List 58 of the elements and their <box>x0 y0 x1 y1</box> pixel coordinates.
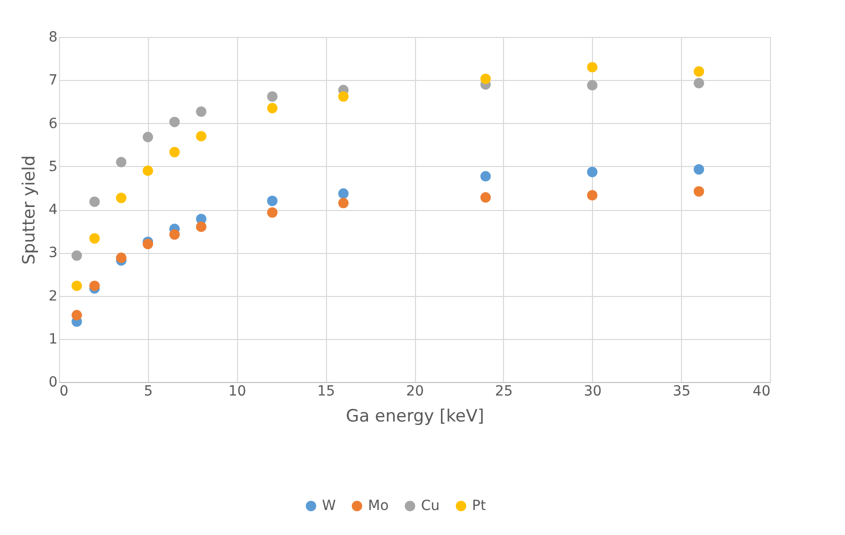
x-tick-label: 25 <box>494 384 513 400</box>
y-axis-title: Sputter yield <box>20 155 40 265</box>
legend-label: W <box>322 498 336 514</box>
x-tick-label: 20 <box>406 384 424 400</box>
point <box>142 165 154 176</box>
point <box>338 91 349 102</box>
point <box>72 310 82 320</box>
point <box>694 66 704 77</box>
point <box>267 207 278 218</box>
point <box>587 62 598 72</box>
point <box>694 186 704 197</box>
point <box>116 192 126 204</box>
x-tick-label: 35 <box>672 384 691 400</box>
point <box>587 80 598 91</box>
legend-label: Pt <box>472 498 486 514</box>
y-tick-label: 6 <box>48 116 58 132</box>
point <box>267 196 278 206</box>
y-tick-label: 7 <box>48 72 58 89</box>
point <box>169 116 180 128</box>
x-tick-label: 5 <box>144 384 153 400</box>
legend-label: Cu <box>421 498 440 514</box>
point <box>338 198 349 208</box>
x-tick-label: 40 <box>752 384 770 400</box>
y-tick-label: 2 <box>48 288 58 304</box>
point <box>480 74 491 84</box>
point <box>116 252 126 264</box>
x-tick-label: 10 <box>228 384 246 400</box>
point <box>338 188 349 199</box>
point <box>480 192 491 203</box>
point <box>267 102 278 114</box>
y-tick-label: 5 <box>48 158 58 175</box>
point <box>142 132 154 142</box>
point <box>587 190 598 200</box>
point <box>116 156 126 168</box>
y-tick-label: 1 <box>48 331 58 348</box>
x-axis-title: Ga energy [keV] <box>346 406 484 426</box>
point <box>196 222 206 232</box>
point <box>267 91 278 102</box>
point <box>196 106 206 117</box>
x-tick-label: 15 <box>317 384 336 400</box>
point <box>694 164 704 175</box>
x-tick-label: 30 <box>584 384 602 400</box>
point <box>694 78 704 88</box>
point <box>89 233 100 244</box>
point <box>72 280 82 292</box>
y-tick-label: 4 <box>48 202 58 218</box>
y-tick-label: 8 <box>48 30 58 46</box>
point <box>169 146 180 158</box>
point <box>169 229 180 240</box>
x-tick-label: 0 <box>60 384 68 400</box>
point <box>196 130 206 142</box>
point <box>89 280 100 292</box>
point <box>72 250 82 261</box>
legend-label: Mo <box>368 498 389 514</box>
y-tick-label: 3 <box>48 245 58 262</box>
point <box>480 171 491 182</box>
point <box>587 166 598 178</box>
point <box>89 196 100 207</box>
